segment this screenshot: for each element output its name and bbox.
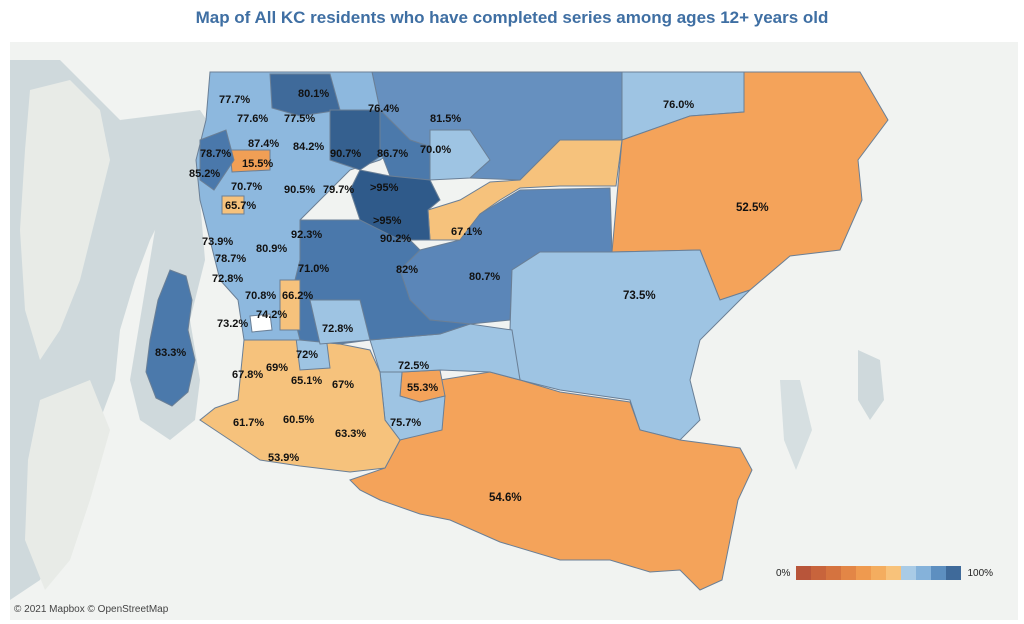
region-west-dark[interactable] [199, 129, 235, 191]
land-west [25, 380, 110, 590]
legend-swatch [901, 566, 917, 580]
label-67-1: 67.1% [451, 226, 482, 238]
label-69: 69% [266, 362, 288, 374]
label-67-8: 67.8% [232, 369, 263, 381]
legend-swatch [826, 566, 842, 580]
label-gt95a: >95% [370, 182, 399, 194]
legend-swatch [811, 566, 827, 580]
label-55-3: 55.3% [407, 382, 438, 394]
label-78-7b: 78.7% [215, 253, 246, 265]
region-54-6[interactable] [349, 371, 753, 591]
label-72: 72% [296, 349, 318, 361]
label-70-7: 70.7% [231, 181, 262, 193]
label-65-1: 65.1% [291, 375, 322, 387]
label-72-5: 72.5% [398, 360, 429, 372]
label-84-2: 84.2% [293, 141, 324, 153]
legend-swatch [796, 566, 812, 580]
label-86-7: 86.7% [377, 148, 408, 160]
map-attribution[interactable]: © 2021 Mapbox © OpenStreetMap [14, 604, 169, 615]
label-81-5: 81.5% [430, 113, 461, 125]
legend-swatch [841, 566, 857, 580]
label-77-6: 77.6% [237, 113, 268, 125]
label-60-5: 60.5% [283, 414, 314, 426]
label-72-8b: 72.8% [322, 323, 353, 335]
label-71-0: 71.0% [298, 263, 329, 275]
label-92-3: 92.3% [291, 229, 322, 241]
label-80-9: 80.9% [256, 243, 287, 255]
legend-swatch [886, 566, 902, 580]
region-74-2[interactable] [249, 313, 273, 333]
label-90-7: 90.7% [330, 148, 361, 160]
legend-color-ramp [796, 566, 962, 580]
region-gt95[interactable] [349, 169, 441, 241]
label-53-9: 53.9% [268, 452, 299, 464]
label-61-7: 61.7% [233, 417, 264, 429]
label-66-2: 66.2% [282, 290, 313, 302]
label-76-4: 76.4% [368, 103, 399, 115]
region-70-0[interactable] [429, 129, 491, 181]
color-legend: 0% 100% [776, 564, 993, 582]
label-75-7: 75.7% [390, 417, 421, 429]
legend-swatch [871, 566, 887, 580]
label-87-4: 87.4% [248, 138, 279, 150]
lake-sammamish [858, 350, 884, 420]
label-15-5: 15.5% [242, 158, 273, 170]
lake-east [780, 380, 812, 470]
data-labels: 77.7% 80.1% 76.4% 81.5% 76.0% 77.6% 77.5… [155, 88, 769, 504]
legend-swatch [916, 566, 932, 580]
label-63-3: 63.3% [335, 428, 366, 440]
map-canvas[interactable]: 77.7% 80.1% 76.4% 81.5% 76.0% 77.6% 77.5… [10, 42, 1018, 620]
label-82: 82% [396, 264, 418, 276]
label-52-5: 52.5% [736, 202, 769, 214]
label-90-2: 90.2% [380, 233, 411, 245]
label-80-7: 80.7% [469, 271, 500, 283]
label-78-7a: 78.7% [200, 148, 231, 160]
region-90-7[interactable] [329, 109, 391, 171]
label-65-7: 65.7% [225, 200, 256, 212]
label-77-5: 77.5% [284, 113, 315, 125]
label-83-3: 83.3% [155, 347, 186, 359]
region-south-cluster[interactable] [199, 339, 401, 473]
label-67: 67% [332, 379, 354, 391]
label-gt95b: >95% [373, 215, 402, 227]
legend-max-label: 100% [967, 567, 994, 579]
label-79-7: 79.7% [323, 184, 354, 196]
label-85-2: 85.2% [189, 168, 220, 180]
label-74-2: 74.2% [256, 309, 287, 321]
legend-swatch [931, 566, 947, 580]
legend-swatch [856, 566, 872, 580]
region-vashon[interactable] [145, 269, 196, 407]
land-kitsap [20, 80, 110, 360]
label-73-2: 73.2% [217, 318, 248, 330]
legend-swatch [946, 566, 962, 580]
region-72-8b[interactable] [309, 299, 371, 345]
region-80-1[interactable] [269, 73, 341, 117]
label-76-0: 76.0% [663, 99, 694, 111]
label-73-5: 73.5% [623, 290, 656, 302]
label-80-1: 80.1% [298, 88, 329, 100]
region-66-2[interactable] [279, 279, 301, 331]
region-65-7[interactable] [221, 195, 245, 215]
map-title: Map of All KC residents who have complet… [195, 8, 829, 27]
label-72-8a: 72.8% [212, 273, 243, 285]
label-77-7: 77.7% [219, 94, 250, 106]
label-70-0: 70.0% [420, 144, 451, 156]
legend-min-label: 0% [776, 567, 791, 579]
label-70-8: 70.8% [245, 290, 276, 302]
label-73-9: 73.9% [202, 236, 233, 248]
label-54-6: 54.6% [489, 492, 522, 504]
label-90-5: 90.5% [284, 184, 315, 196]
choropleth-map[interactable]: 77.7% 80.1% 76.4% 81.5% 76.0% 77.6% 77.5… [10, 42, 1018, 620]
